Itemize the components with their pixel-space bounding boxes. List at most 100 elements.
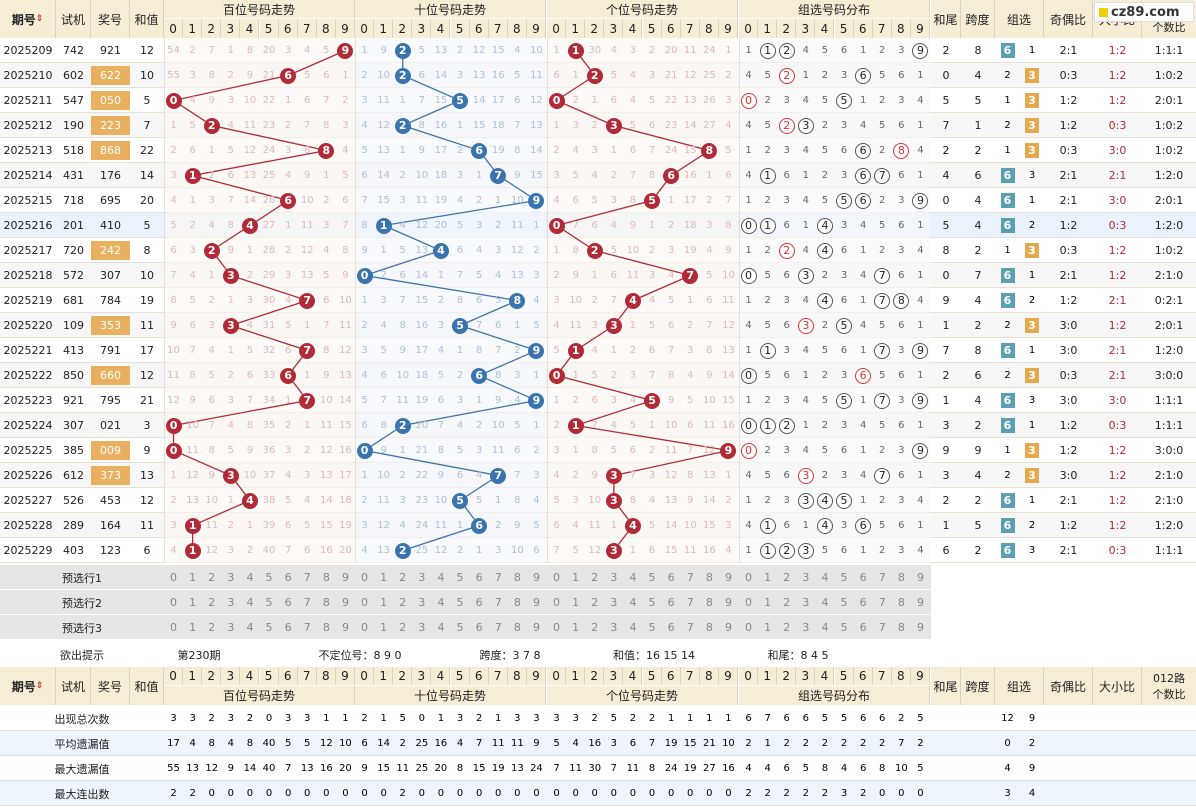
preselect-digit[interactable]: 9 <box>532 571 540 584</box>
preselect-digit[interactable]: 4 <box>437 596 445 609</box>
preselect-digit[interactable]: 3 <box>610 596 618 609</box>
preselect-digit[interactable]: 7 <box>303 571 311 584</box>
preselect-digit[interactable]: 1 <box>189 571 197 584</box>
preselect-digit[interactable]: 8 <box>322 621 330 634</box>
preselect-digit[interactable]: 1 <box>380 596 388 609</box>
header-period[interactable]: 期号 ⇕ <box>0 0 56 38</box>
preselect-digit[interactable]: 1 <box>572 596 580 609</box>
preselect-digit[interactable]: 2 <box>208 621 216 634</box>
preselect-digit[interactable]: 8 <box>897 596 905 609</box>
preselect-digit[interactable]: 1 <box>764 596 772 609</box>
preselect-digit[interactable]: 2 <box>208 596 216 609</box>
preselect-digit[interactable]: 9 <box>341 621 349 634</box>
preselect-digit[interactable]: 1 <box>572 621 580 634</box>
preselect-digit[interactable]: 6 <box>475 571 483 584</box>
preselect-digit[interactable]: 8 <box>513 571 521 584</box>
preselect-digit[interactable]: 8 <box>322 596 330 609</box>
preselect-digit[interactable]: 1 <box>189 621 197 634</box>
preselect-digit[interactable]: 1 <box>764 621 772 634</box>
preselect-digit[interactable]: 0 <box>361 571 369 584</box>
preselect-digit[interactable]: 3 <box>227 621 235 634</box>
preselect-digit[interactable]: 2 <box>399 596 407 609</box>
preselect-digit[interactable]: 3 <box>227 596 235 609</box>
preselect-digit[interactable]: 4 <box>821 596 829 609</box>
preselect-digit[interactable]: 5 <box>456 571 464 584</box>
preselect-digit[interactable]: 8 <box>705 571 713 584</box>
preselect-digit[interactable]: 3 <box>610 621 618 634</box>
preselect-digit[interactable]: 6 <box>284 571 292 584</box>
preselect-digit[interactable]: 5 <box>648 621 656 634</box>
preselect-digit[interactable]: 5 <box>840 571 848 584</box>
preselect-digit[interactable]: 7 <box>303 621 311 634</box>
preselect-digit[interactable]: 6 <box>667 571 675 584</box>
preselect-digit[interactable]: 9 <box>916 596 924 609</box>
preselect-digit[interactable]: 4 <box>246 596 254 609</box>
preselect-digit[interactable]: 4 <box>246 621 254 634</box>
preselect-digit[interactable]: 5 <box>648 596 656 609</box>
preselect-digit[interactable]: 5 <box>840 621 848 634</box>
preselect-digit[interactable]: 2 <box>208 571 216 584</box>
preselect-digit[interactable]: 9 <box>724 621 732 634</box>
preselect-digit[interactable]: 0 <box>745 621 753 634</box>
preselect-digit[interactable]: 2 <box>783 621 791 634</box>
preselect-digit[interactable]: 3 <box>802 596 810 609</box>
preselect-digit[interactable]: 9 <box>341 571 349 584</box>
preselect-digit[interactable]: 0 <box>553 596 561 609</box>
preselect-digit[interactable]: 8 <box>513 596 521 609</box>
preselect-digit[interactable]: 0 <box>553 621 561 634</box>
preselect-digit[interactable]: 8 <box>897 571 905 584</box>
preselect-digit[interactable]: 5 <box>265 621 273 634</box>
preselect-digit[interactable]: 5 <box>456 621 464 634</box>
preselect-digit[interactable]: 1 <box>189 596 197 609</box>
preselect-digit[interactable]: 8 <box>705 596 713 609</box>
preselect-digit[interactable]: 0 <box>553 571 561 584</box>
preselect-digit[interactable]: 6 <box>859 621 867 634</box>
preselect-digit[interactable]: 4 <box>437 571 445 584</box>
preselect-digit[interactable]: 5 <box>840 596 848 609</box>
sort-icon[interactable]: ⇕ <box>35 14 44 24</box>
preselect-digit[interactable]: 6 <box>667 596 675 609</box>
preselect-digit[interactable]: 7 <box>686 596 694 609</box>
preselect-digit[interactable]: 4 <box>629 596 637 609</box>
preselect-digit[interactable]: 6 <box>475 596 483 609</box>
preselect-digit[interactable]: 0 <box>361 596 369 609</box>
preselect-digit[interactable]: 7 <box>686 571 694 584</box>
preselect-digit[interactable]: 5 <box>648 571 656 584</box>
preselect-digit[interactable]: 9 <box>341 596 349 609</box>
preselect-digit[interactable]: 0 <box>170 571 178 584</box>
preselect-digit[interactable]: 2 <box>591 621 599 634</box>
preselect-digit[interactable]: 3 <box>418 621 426 634</box>
preselect-digit[interactable]: 3 <box>227 571 235 584</box>
preselect-digit[interactable]: 4 <box>629 571 637 584</box>
preselect-digit[interactable]: 6 <box>284 621 292 634</box>
preselect-digit[interactable]: 2 <box>591 571 599 584</box>
preselect-digit[interactable]: 2 <box>399 621 407 634</box>
preselect-digit[interactable]: 1 <box>764 571 772 584</box>
preselect-digit[interactable]: 4 <box>246 571 254 584</box>
preselect-digit[interactable]: 9 <box>724 596 732 609</box>
preselect-digit[interactable]: 8 <box>322 571 330 584</box>
preselect-digit[interactable]: 3 <box>610 571 618 584</box>
preselect-digit[interactable]: 7 <box>878 596 886 609</box>
preselect-digit[interactable]: 9 <box>532 596 540 609</box>
sort-icon[interactable]: ⇕ <box>35 681 44 691</box>
preselect-digit[interactable]: 1 <box>380 571 388 584</box>
preselect-digit[interactable]: 7 <box>686 621 694 634</box>
preselect-digit[interactable]: 3 <box>418 596 426 609</box>
preselect-digit[interactable]: 3 <box>418 571 426 584</box>
preselect-digit[interactable]: 7 <box>878 571 886 584</box>
preselect-digit[interactable]: 7 <box>878 621 886 634</box>
preselect-digit[interactable]: 4 <box>821 621 829 634</box>
preselect-digit[interactable]: 5 <box>265 596 273 609</box>
preselect-digit[interactable]: 5 <box>265 571 273 584</box>
preselect-digit[interactable]: 3 <box>802 571 810 584</box>
preselect-digit[interactable]: 7 <box>494 621 502 634</box>
preselect-digit[interactable]: 7 <box>303 596 311 609</box>
preselect-digit[interactable]: 0 <box>170 596 178 609</box>
preselect-digit[interactable]: 8 <box>513 621 521 634</box>
preselect-digit[interactable]: 6 <box>859 596 867 609</box>
preselect-digit[interactable]: 6 <box>475 621 483 634</box>
preselect-digit[interactable]: 2 <box>783 571 791 584</box>
preselect-digit[interactable]: 5 <box>456 596 464 609</box>
preselect-digit[interactable]: 4 <box>629 621 637 634</box>
